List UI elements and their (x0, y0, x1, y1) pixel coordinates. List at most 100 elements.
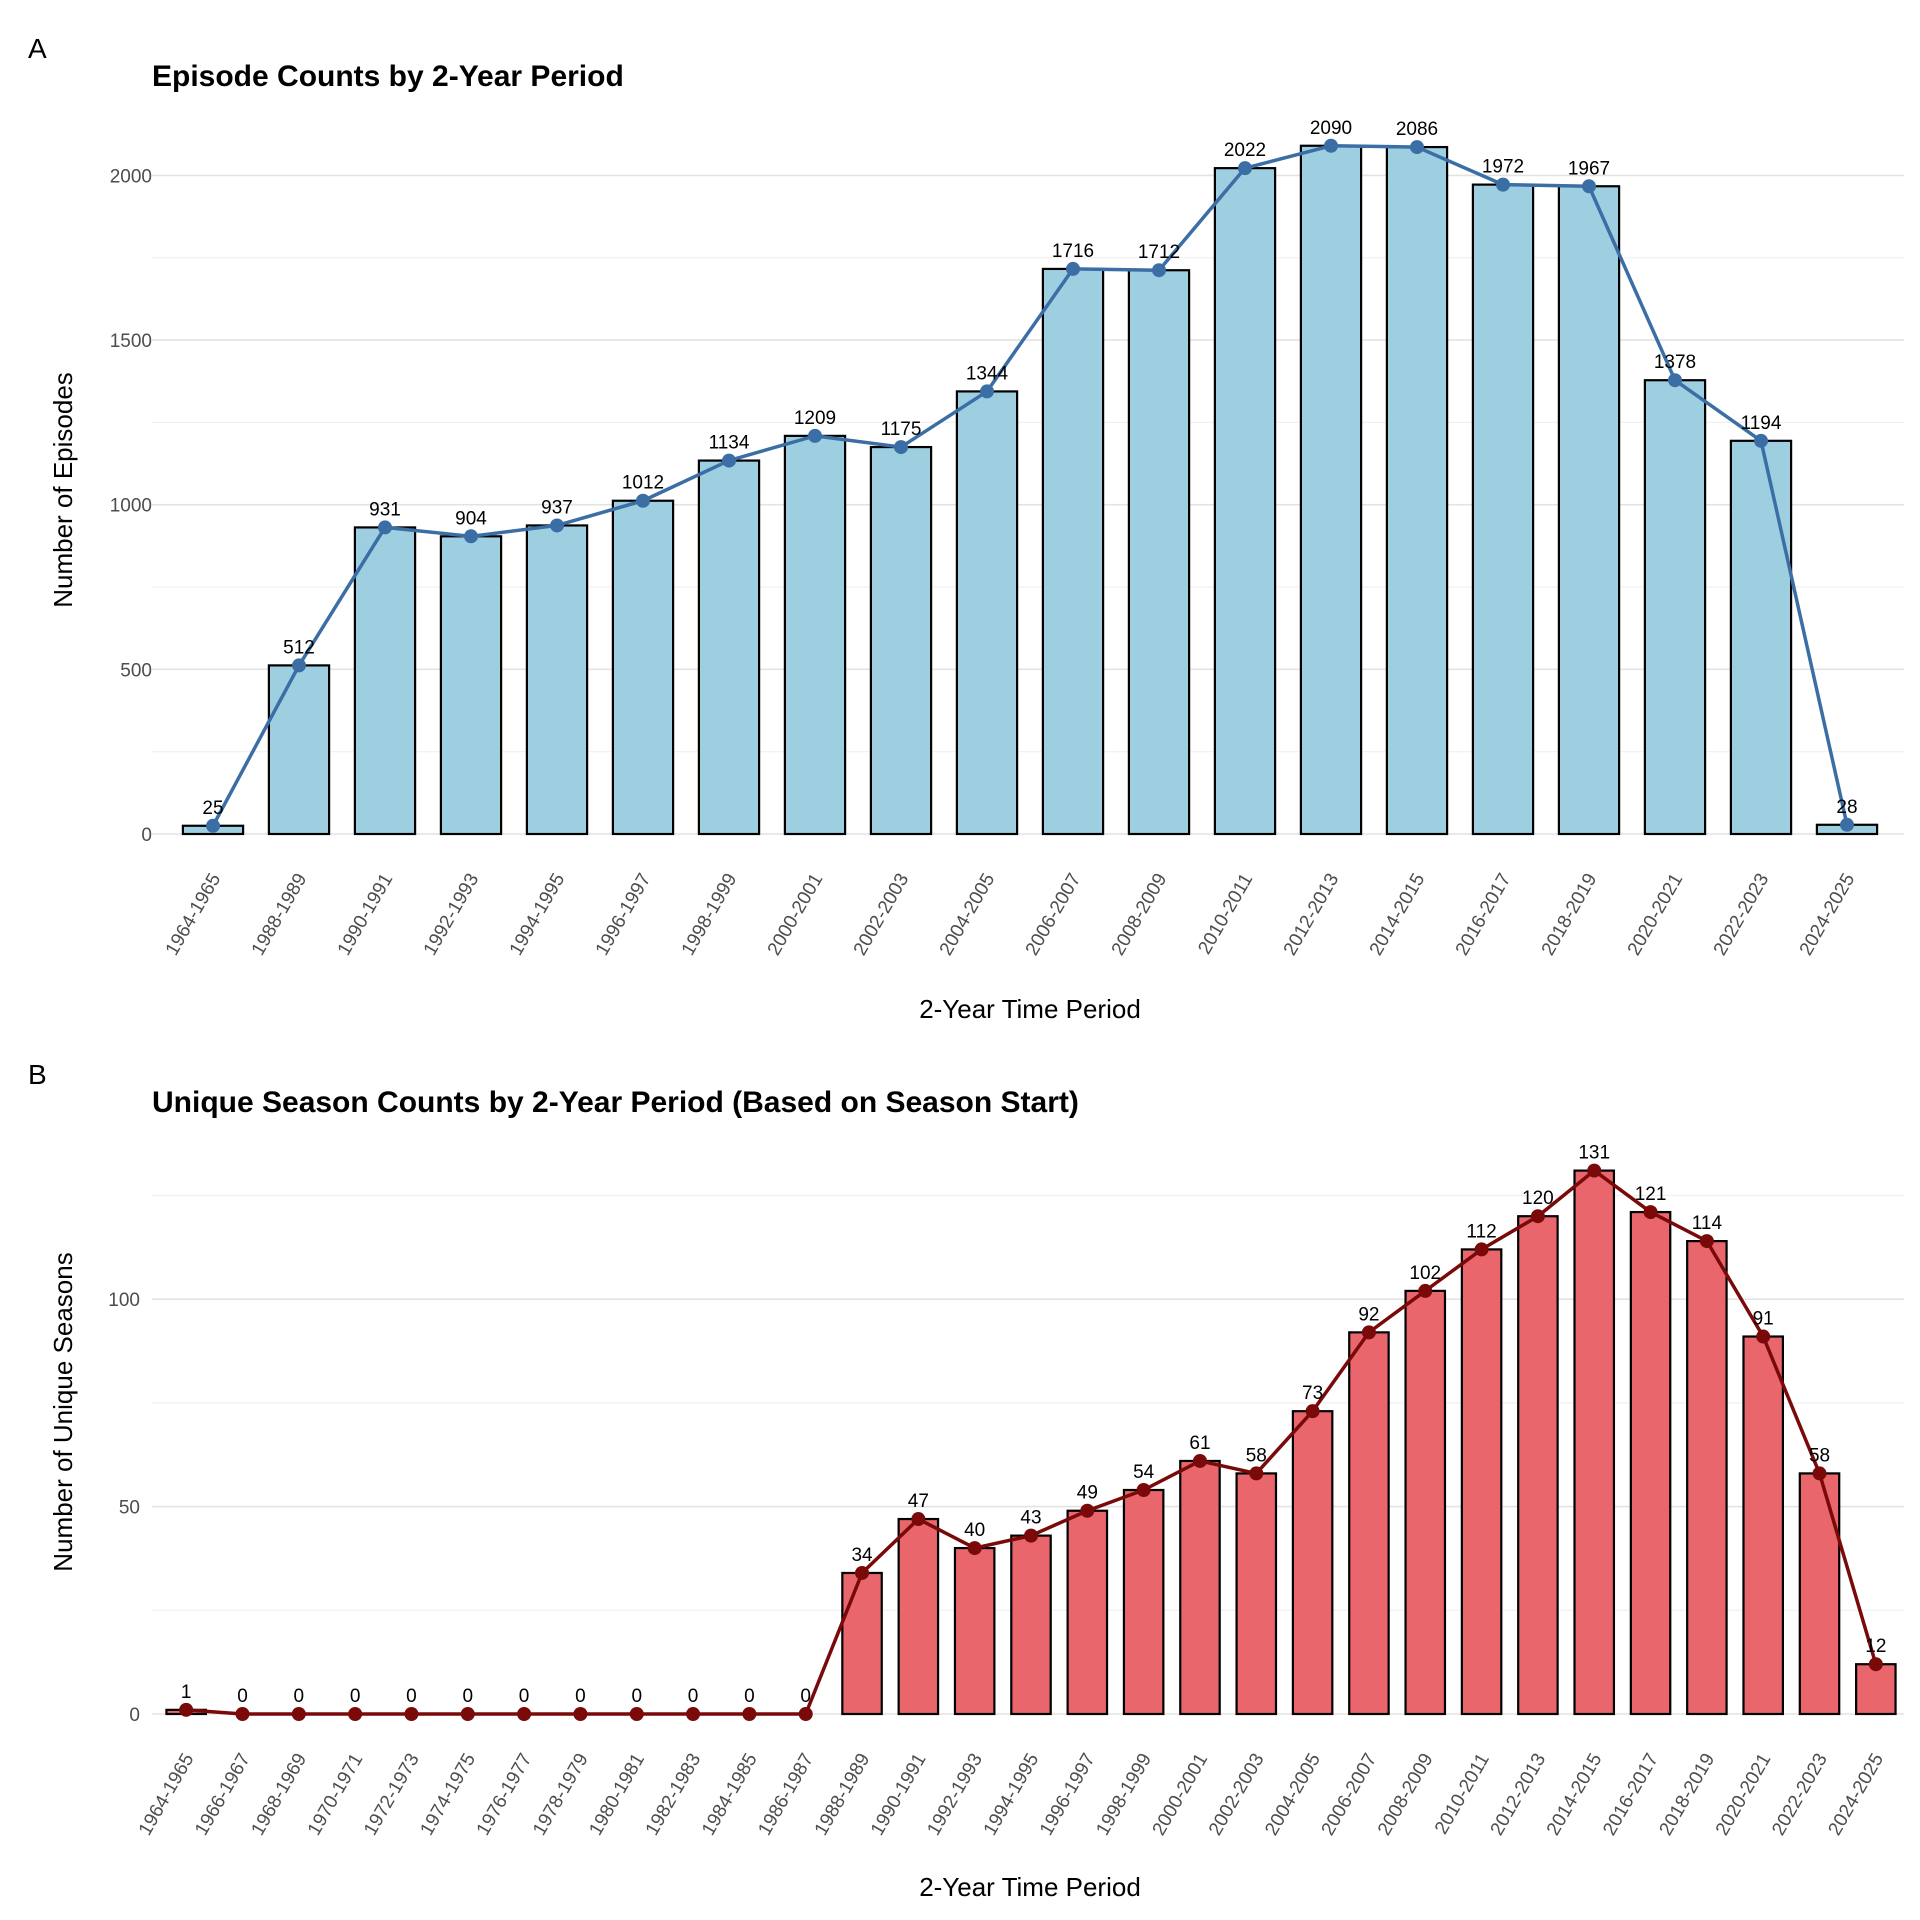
panel-b-bar (1460, 1248, 1503, 1716)
panel-b-y-axis-label: Number of Unique Seasons (48, 1252, 78, 1571)
panel-b-data-label: 0 (631, 1686, 642, 1707)
panel-a-data-labels: 25 512 931 904 937 1012 1134 1209 1175 1344 1716 17… (202, 118, 1857, 819)
panel-a-data-label: 25 (202, 798, 223, 819)
panel-a-x-tick-label: 1992-1993 (420, 870, 484, 959)
panel-a-data-label: 937 (541, 497, 573, 518)
panel-b-x-tick-label: 2016-2017 (1599, 1750, 1663, 1839)
panel-a-point (1582, 179, 1596, 194)
panel-b-data-label: 54 (1133, 1462, 1155, 1483)
panel-a-data-label: 1175 (881, 419, 922, 440)
panel-b-point (798, 1707, 813, 1721)
panel-b-x-tick-label: 1986-1987 (754, 1750, 818, 1839)
panel-a-y-tick-label: 2000 (110, 166, 152, 187)
panel-a-data-label: 1012 (622, 473, 664, 494)
panel-b-title: Unique Season Counts by 2-Year Period (B… (152, 1086, 1079, 1119)
panel-b-data-label: 92 (1358, 1304, 1379, 1325)
panel-b-bar (1235, 1472, 1278, 1716)
panel-b-x-tick-label: 2014-2015 (1543, 1750, 1607, 1839)
panel-b-x-tick-label: 1980-1981 (585, 1750, 649, 1839)
panel-a-data-label: 1134 (709, 433, 750, 454)
panel-a-data-label: 28 (1836, 797, 1857, 818)
panel-a-bars (181, 144, 1879, 836)
panel-b-x-tick-label: 1978-1979 (529, 1750, 593, 1839)
panel-a-bar (1643, 379, 1707, 836)
panel-b-data-label: 0 (800, 1686, 811, 1707)
panel-a-y-tick-label: 1500 (110, 331, 152, 352)
panel-b-point (1080, 1503, 1095, 1518)
panel-b-point (967, 1541, 982, 1556)
panel-b-data-label: 61 (1189, 1433, 1210, 1454)
panel-b-bar (953, 1546, 996, 1716)
panel-a-point (464, 529, 478, 544)
panel-b-x-tick-label: 1970-1971 (304, 1750, 368, 1839)
panel-a-bar (353, 526, 417, 836)
panel-a-point (894, 440, 908, 455)
panel-b-y-tick-label: 50 (119, 1498, 140, 1519)
panel-a-x-ticks: 1964-1965 1988-1989 1990-1991 1992-1993 1994… (162, 870, 1860, 959)
panel-a-trend-line (211, 144, 1849, 827)
panel-b-data-label: 73 (1302, 1383, 1323, 1404)
panel-a-x-tick-label: 2016-2017 (1452, 870, 1516, 959)
panel-a-x-tick-label: 1964-1965 (162, 870, 226, 959)
panel-b-point (460, 1707, 475, 1721)
panel-a-point (378, 520, 392, 535)
panel-a-x-tick-label: 1996-1997 (592, 870, 656, 959)
panel-a-point (550, 518, 564, 533)
panel-b-data-label: 0 (688, 1686, 699, 1707)
panel-a-point (292, 658, 306, 673)
panel-b-x-tick-label: 2008-2009 (1374, 1750, 1438, 1839)
panel-b-data-label: 34 (851, 1545, 873, 1566)
panel-a-point (1324, 138, 1338, 153)
panel-b-point (348, 1707, 363, 1721)
panel-b-bar (1742, 1335, 1785, 1716)
panel-b-data-label: 40 (964, 1520, 985, 1541)
panel-b-x-tick-label: 1968-1969 (248, 1750, 312, 1839)
panel-b-bar (1179, 1459, 1221, 1716)
panel-b-point (911, 1512, 926, 1527)
panel-a-data-label: 2086 (1396, 119, 1438, 140)
panel-a-bar (1041, 267, 1105, 836)
panel-b-point (1136, 1483, 1151, 1497)
panel-b-y-ticks: 0 50 100 (108, 1290, 140, 1726)
panel-a-bar (1299, 144, 1363, 836)
panel-a-bar (525, 524, 589, 836)
panel-a-bar (1127, 269, 1191, 836)
panel-b-bar (1629, 1210, 1672, 1716)
panel-a-x-tick-label: 2014-2015 (1366, 870, 1430, 959)
panel-b-data-label: 58 (1246, 1445, 1267, 1466)
panel-b-x-tick-label: 2006-2007 (1318, 1750, 1382, 1839)
panel-b-x-tick-label: 1988-1989 (811, 1750, 875, 1839)
panel-a-bar (1385, 145, 1449, 836)
panel-b-data-label: 131 (1578, 1143, 1610, 1164)
panel-b-bar (1010, 1534, 1052, 1716)
panel-b-data-label: 0 (462, 1686, 473, 1707)
panel-a-bar (1213, 167, 1277, 836)
panel-a-x-tick-label: 2008-2009 (1108, 870, 1172, 959)
panel-a-data-label: 1716 (1052, 241, 1094, 262)
panel-b-data-label: 112 (1466, 1221, 1496, 1242)
panel-b-data-label: 12 (1865, 1636, 1886, 1657)
panel-b-point (1418, 1283, 1433, 1298)
panel-a-data-label: 904 (455, 508, 487, 529)
panel-b-data-label: 0 (575, 1686, 586, 1707)
panel-b-point (742, 1707, 757, 1721)
panel-b-point (179, 1702, 194, 1717)
panel-b-x-axis-label: 2-Year Time Period (919, 1872, 1141, 1902)
panel-b-point (629, 1707, 644, 1721)
panel-b-point (1643, 1205, 1658, 1220)
panel-b-x-tick-label: 2004-2005 (1261, 1750, 1325, 1839)
panel-a-data-label: 1209 (794, 408, 836, 429)
panel-b-y-tick-label: 100 (108, 1290, 140, 1311)
panel-b-x-tick-label: 2000-2001 (1149, 1750, 1213, 1839)
panel-b-point (1587, 1163, 1602, 1178)
panel-b-points (179, 1163, 1883, 1721)
panel-b: B Unique Season Counts by 2-Year Period … (28, 1059, 1904, 1902)
panel-a-data-label: 1194 (1741, 413, 1782, 434)
panel-b-data-label: 47 (908, 1491, 929, 1512)
panel-a-bar (697, 459, 761, 836)
panel-b-point (1249, 1466, 1264, 1481)
panel-b-data-label: 0 (294, 1686, 305, 1707)
panel-a-point (1410, 140, 1424, 155)
panel-b-point (1024, 1528, 1038, 1543)
panel-a: A Episode Counts by 2-Year Period 0 500 10… (28, 33, 1904, 1024)
